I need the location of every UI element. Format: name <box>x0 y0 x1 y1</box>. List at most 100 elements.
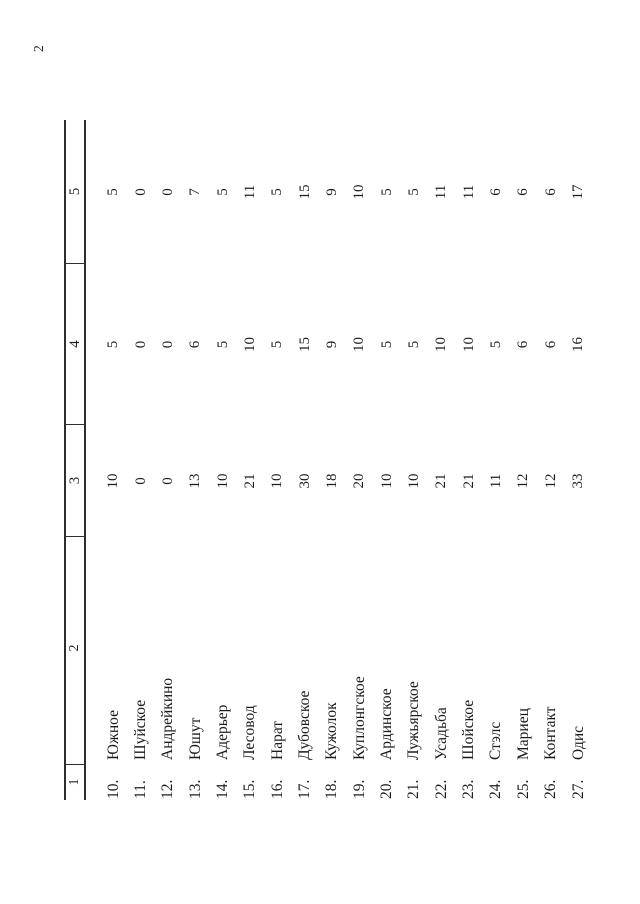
value-col4-cell: 5 <box>214 340 231 349</box>
table-row: 19. Куплонгское 20 10 10 <box>346 120 373 800</box>
value-col4-cell: 5 <box>269 340 286 349</box>
table-header-col-1: 1 <box>67 778 82 786</box>
row-number-cell: 21. <box>405 779 423 799</box>
table-header-row: 1 2 3 4 5 <box>64 120 86 800</box>
place-name-cell: Дубовское <box>296 690 314 760</box>
table-row: 22. Усадьба 21 10 11 <box>428 120 455 800</box>
value-col3-cell: 30 <box>296 473 313 489</box>
value-col3-cell: 20 <box>351 473 368 489</box>
table-row: 20. Ардинское 10 5 5 <box>373 120 400 800</box>
table-row: 21. Лужьярское 10 5 5 <box>401 120 428 800</box>
data-table: 1 2 3 4 5 10. Южное 10 5 5 11. Шуйское 0… <box>64 120 592 800</box>
value-col5-cell: 11 <box>241 184 258 200</box>
value-col4-cell: 16 <box>570 337 587 352</box>
row-number-cell: 19. <box>350 779 368 799</box>
table-body: 10. Южное 10 5 5 11. Шуйское 0 0 0 12. А… <box>100 120 592 800</box>
table-row: 23. Шойское 21 10 11 <box>455 120 482 800</box>
value-col3-cell: 12 <box>515 473 532 489</box>
row-number-cell: 16. <box>268 779 286 799</box>
value-col4-cell: 9 <box>323 340 340 349</box>
value-col4-cell: 10 <box>460 337 477 352</box>
value-col4-cell: 10 <box>433 337 450 352</box>
value-col5-cell: 15 <box>296 184 313 200</box>
value-col3-cell: 10 <box>214 473 231 489</box>
value-col3-cell: 21 <box>460 473 477 489</box>
value-col3-cell: 0 <box>132 477 149 485</box>
value-col4-cell: 6 <box>515 340 532 349</box>
value-col3-cell: 13 <box>187 473 204 489</box>
table-row: 26. Контакт 12 6 6 <box>538 120 565 800</box>
value-col5-cell: 11 <box>460 184 477 200</box>
place-name-cell: Шойское <box>460 699 478 760</box>
table-row: 11. Шуйское 0 0 0 <box>127 120 154 800</box>
value-col4-cell: 6 <box>542 340 559 349</box>
value-col3-cell: 21 <box>433 473 450 489</box>
row-number-cell: 20. <box>378 779 396 799</box>
table-header-col-5: 5 <box>66 120 84 264</box>
place-name-cell: Нарат <box>268 720 286 760</box>
place-name-cell: Мариец <box>514 708 532 760</box>
value-col5-cell: 0 <box>159 188 176 196</box>
table-row: 24. Стэлс 11 5 6 <box>483 120 510 800</box>
row-number-cell: 18. <box>323 779 341 799</box>
table-header-col-3: 3 <box>66 425 84 537</box>
place-name-cell: Лесовод <box>241 705 259 760</box>
value-col3-cell: 11 <box>487 473 504 489</box>
value-col3-cell: 10 <box>405 473 422 489</box>
table-row: 25. Мариец 12 6 6 <box>510 120 537 800</box>
value-col5-cell: 0 <box>132 188 149 196</box>
row-number-cell: 23. <box>460 779 478 799</box>
row-number-cell: 17. <box>296 779 314 799</box>
value-col5-cell: 5 <box>105 188 122 196</box>
place-name-cell: Лужьярское <box>405 681 423 760</box>
place-name-cell: Одис <box>569 725 587 760</box>
value-col4-cell: 5 <box>405 340 422 349</box>
value-col5-cell: 6 <box>515 188 532 196</box>
place-name-cell: Стэлс <box>487 721 505 760</box>
table-row: 16. Нарат 10 5 5 <box>264 120 291 800</box>
value-col3-cell: 10 <box>269 473 286 489</box>
value-col3-cell: 0 <box>159 477 176 485</box>
value-col5-cell: 5 <box>378 188 395 196</box>
value-col4-cell: 10 <box>351 337 368 352</box>
row-number-cell: 12. <box>159 779 177 799</box>
table-row: 17. Дубовское 30 15 15 <box>291 120 318 800</box>
value-col4-cell: 15 <box>296 337 313 352</box>
value-col5-cell: 6 <box>487 188 504 196</box>
row-number-cell: 15. <box>241 779 259 799</box>
value-col5-cell: 5 <box>405 188 422 196</box>
table-header-col-4: 4 <box>66 264 84 425</box>
value-col5-cell: 6 <box>542 188 559 196</box>
row-number-cell: 26. <box>542 779 560 799</box>
table-row: 15. Лесовод 21 10 11 <box>237 120 264 800</box>
row-number-cell: 27. <box>569 779 587 799</box>
value-col4-cell: 5 <box>487 340 504 349</box>
table-header-col-2: 2 <box>66 537 84 765</box>
value-col3-cell: 12 <box>542 473 559 489</box>
value-col5-cell: 5 <box>214 188 231 196</box>
value-col3-cell: 21 <box>241 473 258 489</box>
value-col5-cell: 17 <box>570 184 587 200</box>
table-row: 18. Кужолок 18 9 9 <box>319 120 346 800</box>
table-row: 27. Одис 33 16 17 <box>565 120 592 800</box>
place-name-cell: Ардинское <box>378 688 396 760</box>
value-col5-cell: 7 <box>187 188 204 196</box>
row-number-cell: 13. <box>186 779 204 799</box>
value-col5-cell: 9 <box>323 188 340 196</box>
table-row: 13. Юшут 13 6 7 <box>182 120 209 800</box>
value-col4-cell: 0 <box>132 340 149 349</box>
place-name-cell: Шуйское <box>132 699 150 760</box>
value-col3-cell: 10 <box>378 473 395 489</box>
row-number-cell: 25. <box>514 779 532 799</box>
value-col5-cell: 10 <box>351 184 368 200</box>
place-name-cell: Усадьба <box>432 707 450 760</box>
place-name-cell: Юшут <box>186 717 204 760</box>
row-number-cell: 11. <box>132 780 150 799</box>
table-row: 14. Адерьер 10 5 5 <box>209 120 236 800</box>
place-name-cell: Адерьер <box>214 704 232 760</box>
value-col3-cell: 10 <box>105 473 122 489</box>
table-row: 10. Южное 10 5 5 <box>100 120 127 800</box>
place-name-cell: Андрейкино <box>159 677 177 760</box>
